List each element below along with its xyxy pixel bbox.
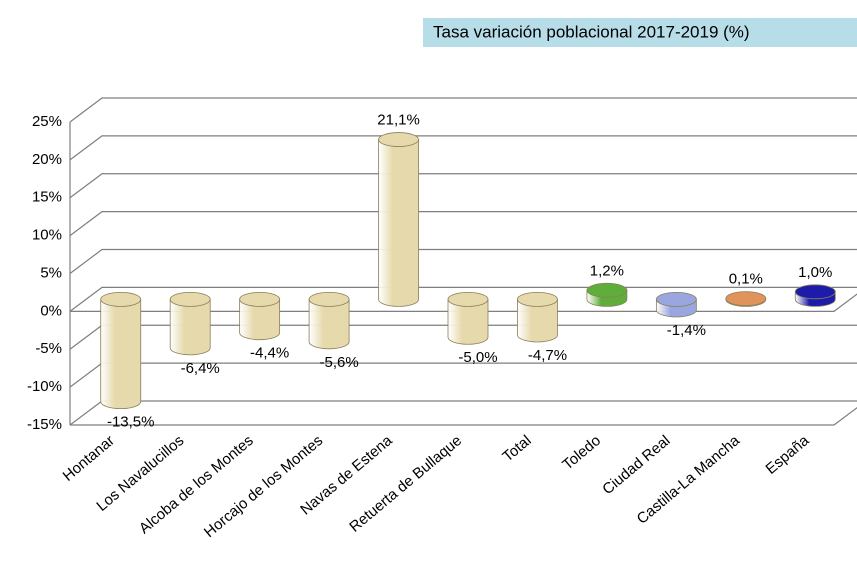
value-label: 0,1% [729, 271, 763, 288]
grid-line [69, 173, 857, 199]
x-tick-label: España [762, 432, 812, 478]
y-tick-label: 15% [32, 189, 62, 206]
value-label: -4,4% [250, 345, 289, 362]
x-tick-label: Retuerta de Bullaque [346, 432, 465, 536]
bar-top [794, 284, 836, 300]
bar [169, 298, 211, 356]
value-label: -5,6% [319, 354, 358, 371]
x-tick-label: Toledo [559, 432, 604, 473]
bar [447, 298, 489, 345]
grid-line [69, 97, 857, 123]
x-tick-label: Ciudad Real [599, 432, 673, 498]
y-tick-label: 0% [40, 302, 62, 319]
y-tick-label: -5% [35, 340, 62, 357]
bar-top [447, 291, 489, 307]
grid-line [69, 135, 857, 161]
y-tick-label: 10% [32, 227, 62, 244]
x-tick-label: Alcoba de los Montes [136, 432, 257, 537]
bar-top [169, 291, 211, 307]
y-tick-label: -15% [27, 416, 62, 433]
bar [517, 298, 558, 343]
value-label: -4,7% [528, 347, 567, 364]
bar [100, 298, 142, 410]
y-tick-label: 5% [40, 264, 62, 281]
value-label: 1,2% [590, 262, 624, 279]
x-tick-label: Hontanar [60, 432, 118, 485]
bar-top [239, 291, 281, 307]
bar-top [378, 132, 419, 147]
bar-top [655, 291, 697, 307]
value-label: 1,0% [798, 264, 832, 281]
value-label: -1,4% [667, 322, 706, 339]
value-label: -6,4% [181, 360, 220, 377]
bar-top [586, 282, 628, 298]
title-box [423, 18, 857, 47]
chart-title: Tasa variación poblacional 2017-2019 (%) [433, 22, 750, 41]
bar [308, 298, 350, 350]
grid-line [69, 248, 857, 274]
bar-top [517, 291, 558, 307]
grid-line [69, 400, 857, 426]
bar [378, 139, 419, 307]
y-tick-label: 20% [32, 151, 62, 168]
value-label: -13,5% [107, 414, 155, 431]
floor [70, 407, 857, 426]
y-tick-label: -10% [27, 378, 62, 395]
value-label: 21,1% [377, 112, 420, 129]
x-tick-label: Horcajo de los Montes [201, 432, 326, 541]
value-label: -5,0% [458, 349, 497, 366]
bar [239, 298, 281, 341]
bar-top [100, 291, 142, 307]
x-tick-label: Total [499, 432, 534, 465]
bar-top [308, 291, 350, 307]
bar-top [725, 291, 767, 307]
grid-line [69, 211, 857, 237]
y-tick-label: 25% [32, 113, 62, 130]
